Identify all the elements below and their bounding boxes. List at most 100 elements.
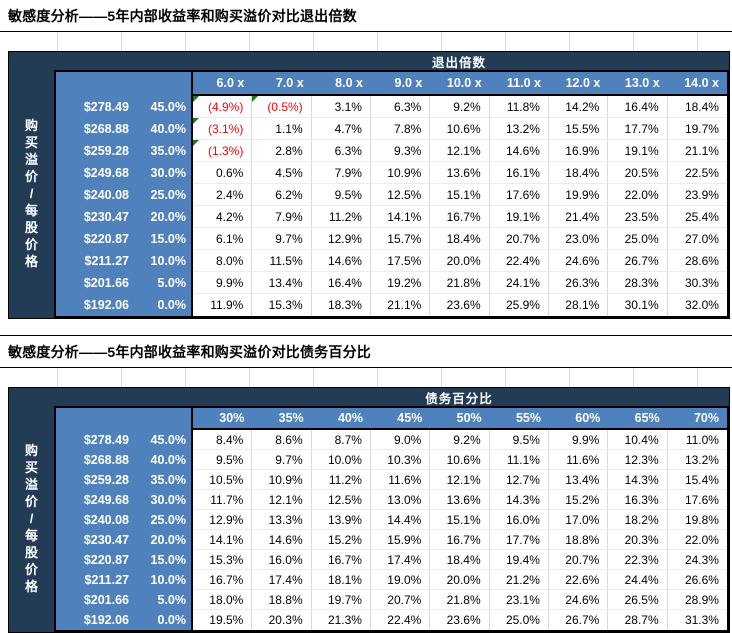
irr-value-cell[interactable]: 22.4%	[489, 250, 549, 272]
share-price-cell[interactable]: $201.66	[83, 276, 129, 290]
irr-value-cell[interactable]: 10.6%	[430, 450, 490, 470]
irr-value-cell[interactable]: 11.6%	[370, 470, 431, 490]
premium-cell[interactable]: 5.0%	[157, 276, 187, 290]
irr-value-cell[interactable]: 21.4%	[548, 206, 609, 228]
irr-value-cell[interactable]: 9.5%	[489, 430, 549, 450]
irr-value-cell[interactable]: 17.0%	[548, 510, 609, 530]
irr-value-cell[interactable]: 16.4%	[311, 272, 371, 294]
irr-value-cell[interactable]: 2.8%	[252, 140, 312, 162]
irr-value-cell[interactable]: 12.1%	[430, 470, 490, 490]
irr-value-cell[interactable]: 20.7%	[489, 228, 549, 250]
irr-value-cell[interactable]: 14.2%	[548, 96, 609, 118]
irr-value-cell[interactable]: 12.1%	[430, 140, 490, 162]
irr-value-cell[interactable]: 28.1%	[549, 294, 609, 316]
irr-value-cell[interactable]: 17.7%	[608, 118, 668, 140]
irr-value-cell[interactable]: 12.9%	[193, 510, 253, 530]
irr-value-cell[interactable]: 15.5%	[548, 118, 609, 140]
irr-value-cell[interactable]: 9.5%	[311, 184, 371, 206]
irr-value-cell[interactable]: 11.9%	[193, 294, 253, 316]
irr-value-cell[interactable]: 11.6%	[548, 450, 609, 470]
irr-value-cell[interactable]: 1.1%	[252, 118, 312, 140]
irr-value-cell[interactable]: 15.7%	[370, 228, 431, 250]
premium-cell[interactable]: 30.0%	[150, 166, 186, 180]
column-header-cell[interactable]: 7.0 x	[275, 76, 304, 90]
irr-value-cell[interactable]: 12.5%	[370, 184, 431, 206]
irr-value-cell[interactable]: 13.6%	[430, 162, 490, 184]
irr-value-cell[interactable]: 20.0%	[430, 570, 490, 590]
irr-value-cell[interactable]: 17.4%	[370, 550, 431, 570]
irr-value-cell[interactable]: 15.1%	[430, 184, 490, 206]
premium-cell[interactable]: 25.0%	[150, 513, 186, 527]
irr-value-cell[interactable]: 2.4%	[193, 184, 253, 206]
irr-value-cell[interactable]: 30.1%	[608, 294, 668, 316]
irr-value-cell[interactable]: 8.4%	[193, 430, 253, 450]
irr-value-cell[interactable]: 20.0%	[430, 250, 490, 272]
irr-value-cell[interactable]: 9.9%	[548, 430, 609, 450]
irr-value-cell[interactable]: 15.1%	[430, 510, 490, 530]
irr-value-cell[interactable]: 8.7%	[311, 430, 371, 450]
irr-value-cell[interactable]: 19.8%	[667, 510, 727, 530]
irr-value-cell[interactable]: 17.7%	[489, 530, 549, 550]
irr-value-cell[interactable]: 14.3%	[489, 490, 549, 510]
irr-value-cell[interactable]: 12.7%	[489, 470, 549, 490]
irr-value-cell[interactable]: 10.9%	[252, 470, 312, 490]
irr-value-cell[interactable]: 10.3%	[370, 450, 431, 470]
irr-value-cell[interactable]: 11.8%	[489, 96, 549, 118]
irr-value-cell[interactable]: 6.3%	[370, 96, 431, 118]
premium-cell[interactable]: 25.0%	[150, 188, 186, 202]
irr-value-cell[interactable]: 13.9%	[311, 510, 371, 530]
irr-value-cell[interactable]: 22.3%	[608, 550, 668, 570]
irr-value-cell[interactable]: 16.7%	[193, 570, 253, 590]
irr-value-cell[interactable]: 4.5%	[252, 162, 312, 184]
column-header-cell[interactable]: 30%	[219, 411, 245, 425]
irr-value-cell[interactable]: 19.4%	[489, 550, 549, 570]
irr-value-cell[interactable]: 21.1%	[667, 140, 727, 162]
irr-value-cell[interactable]: 20.5%	[608, 162, 668, 184]
irr-value-cell[interactable]: 18.4%	[430, 228, 490, 250]
irr-value-cell[interactable]: 21.3%	[312, 610, 371, 630]
irr-value-cell[interactable]: 21.8%	[430, 272, 490, 294]
column-header-cell[interactable]: 13.0 x	[624, 76, 660, 90]
irr-value-cell[interactable]: 18.8%	[252, 590, 312, 610]
share-price-cell[interactable]: $192.06	[83, 298, 129, 312]
irr-value-cell[interactable]: 17.6%	[489, 184, 549, 206]
premium-cell[interactable]: 20.0%	[150, 210, 186, 224]
irr-value-cell[interactable]: 23.6%	[430, 294, 490, 316]
irr-value-cell[interactable]: 14.3%	[608, 470, 668, 490]
irr-value-cell[interactable]: (1.3%)	[193, 140, 253, 162]
irr-value-cell[interactable]: 11.1%	[489, 450, 549, 470]
irr-value-cell[interactable]: 25.9%	[490, 294, 549, 316]
irr-value-cell[interactable]: 28.6%	[667, 250, 727, 272]
share-price-cell[interactable]: $192.06	[83, 613, 129, 627]
share-price-cell[interactable]: $249.68	[83, 166, 129, 180]
premium-cell[interactable]: 10.0%	[150, 254, 186, 268]
irr-value-cell[interactable]: 21.8%	[430, 590, 490, 610]
column-header-cell[interactable]: 60%	[575, 411, 601, 425]
irr-value-cell[interactable]: 9.9%	[193, 272, 253, 294]
irr-value-cell[interactable]: 11.0%	[667, 430, 727, 450]
column-header-cell[interactable]: 12.0 x	[565, 76, 601, 90]
irr-value-cell[interactable]: 8.0%	[193, 250, 253, 272]
column-header-cell[interactable]: 45%	[397, 411, 423, 425]
irr-value-cell[interactable]: 18.4%	[548, 162, 609, 184]
irr-value-cell[interactable]: 20.3%	[252, 610, 312, 630]
column-header-cell[interactable]: 14.0 x	[684, 76, 719, 90]
irr-value-cell[interactable]: 26.7%	[608, 250, 668, 272]
column-header-cell[interactable]: 70%	[693, 411, 719, 425]
irr-value-cell[interactable]: (0.5%)	[252, 96, 312, 118]
irr-value-cell[interactable]: (4.9%)	[193, 96, 253, 118]
share-price-cell[interactable]: $220.87	[83, 232, 129, 246]
column-header-cell[interactable]: 6.0 x	[216, 76, 245, 90]
irr-value-cell[interactable]: 14.1%	[370, 206, 431, 228]
irr-value-cell[interactable]: 24.1%	[489, 272, 549, 294]
share-price-cell[interactable]: $201.66	[83, 593, 129, 607]
irr-value-cell[interactable]: 28.7%	[608, 610, 668, 630]
premium-cell[interactable]: 5.0%	[157, 593, 187, 607]
irr-value-cell[interactable]: 8.6%	[252, 430, 312, 450]
premium-cell[interactable]: 40.0%	[150, 122, 186, 136]
column-header-cell[interactable]: 11.0 x	[506, 76, 541, 90]
share-price-cell[interactable]: $259.28	[83, 473, 129, 487]
irr-value-cell[interactable]: 18.8%	[548, 530, 609, 550]
premium-cell[interactable]: 20.0%	[150, 533, 186, 547]
irr-value-cell[interactable]: 9.2%	[430, 430, 490, 450]
